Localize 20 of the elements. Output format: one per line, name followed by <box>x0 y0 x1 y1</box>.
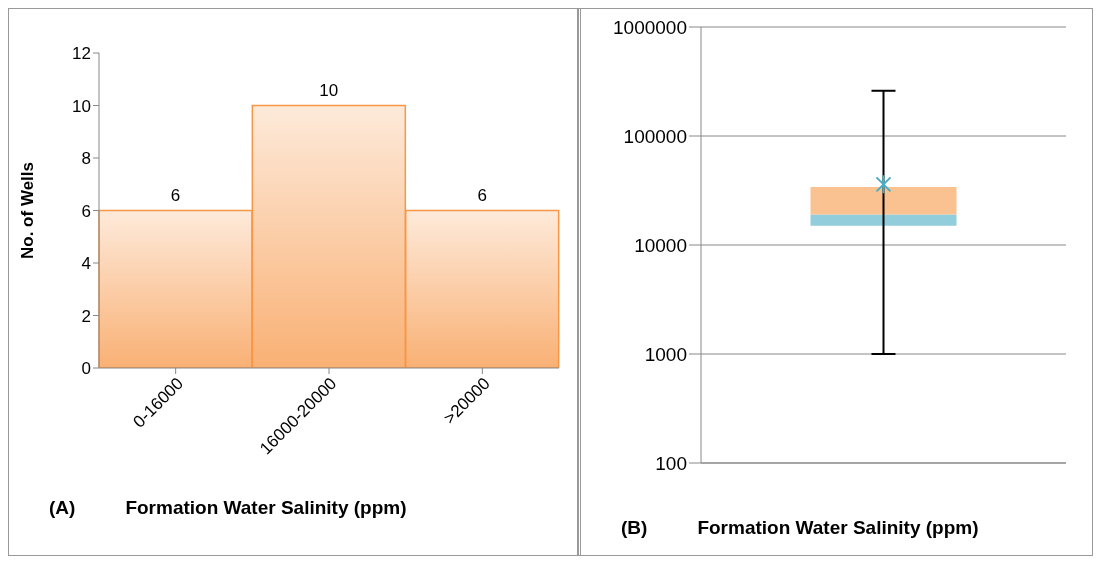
y-tick-label: 100 <box>655 452 687 474</box>
data-label: 6 <box>170 185 181 205</box>
y-tick-label: 10 <box>72 96 91 116</box>
text: (A) <box>49 497 76 519</box>
text: (B) <box>621 517 648 539</box>
data-label: 10 <box>319 80 339 100</box>
data-label: 6 <box>477 185 487 205</box>
y-tick-label: 1000000 <box>613 16 687 38</box>
y-tick-label: 4 <box>81 254 91 274</box>
y-axis-title: No. of Wells <box>18 162 38 259</box>
x-axis-title: Formation Water Salinity (ppm) <box>125 497 407 519</box>
y-tick-label: 100000 <box>623 125 687 147</box>
y-tick-label: 8 <box>81 149 91 169</box>
y-tick-label: 0 <box>81 359 91 379</box>
y-tick-label: 1000 <box>644 343 687 365</box>
y-tick-label: 10000 <box>634 234 687 256</box>
y-tick-label: 2 <box>81 306 91 326</box>
x-axis-title: Formation Water Salinity (ppm) <box>697 517 979 539</box>
y-tick-label: 12 <box>72 44 91 64</box>
y-tick-label: 6 <box>81 201 91 221</box>
